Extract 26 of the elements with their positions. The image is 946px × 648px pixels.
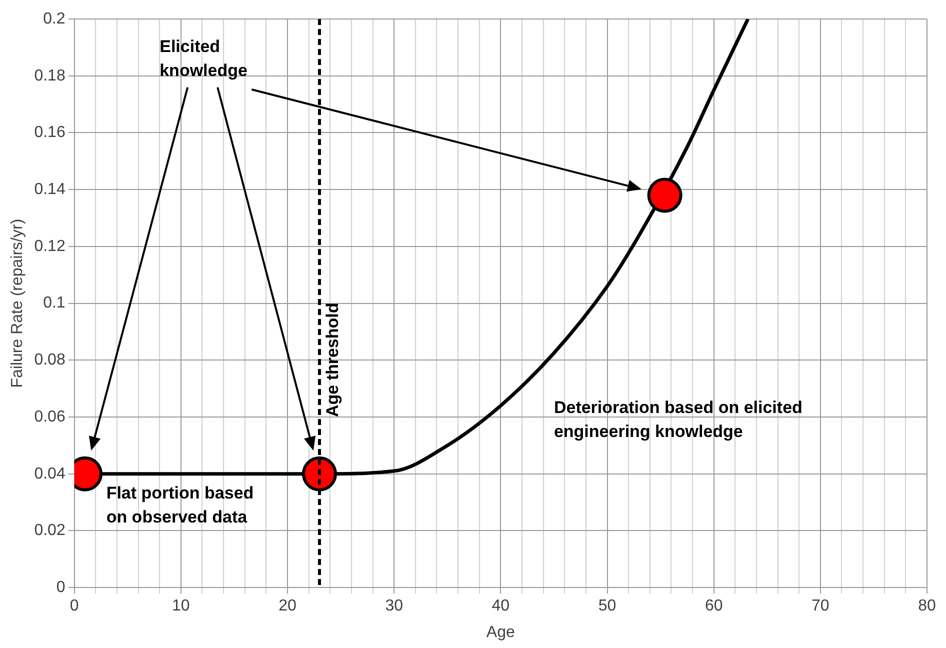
- y-tick-label: 0.14: [34, 180, 66, 198]
- x-tick-label: 70: [812, 598, 830, 615]
- y-tick-label: 0.04: [34, 465, 66, 482]
- y-tick-label: 0.2: [43, 10, 66, 28]
- x-tick-label: 50: [598, 598, 616, 615]
- annotation: Flat portion based on observed data: [106, 483, 254, 526]
- x-tick-label: 30: [385, 598, 404, 615]
- x-tick-label: 20: [278, 598, 297, 615]
- y-tick-label: 0.06: [34, 408, 66, 426]
- y-tick-label: 0.16: [34, 124, 66, 142]
- y-tick-label: 0: [56, 579, 66, 596]
- y-tick-label: 0.08: [34, 352, 66, 369]
- y-tick-label: 0.18: [34, 67, 66, 84]
- x-tick-label: 10: [172, 598, 190, 615]
- x-tick-label: 0: [70, 598, 79, 615]
- y-tick-label: 0.12: [34, 238, 66, 255]
- x-tick-label: 60: [704, 598, 723, 615]
- annotation: Elicited knowledge: [160, 37, 248, 80]
- ref-line-label: Age threshold: [323, 302, 342, 418]
- y-tick-label: 0.02: [34, 522, 66, 540]
- x-axis-title: Age: [486, 624, 516, 641]
- y-axis-title: Failure Rate (repairs/yr): [9, 218, 26, 388]
- x-tick-label: 80: [918, 598, 936, 615]
- annotation: Deterioration based on elicited engineering knowledge: [554, 398, 802, 442]
- x-tick-label: 40: [492, 598, 510, 615]
- y-tick-label: 0.1: [43, 294, 66, 312]
